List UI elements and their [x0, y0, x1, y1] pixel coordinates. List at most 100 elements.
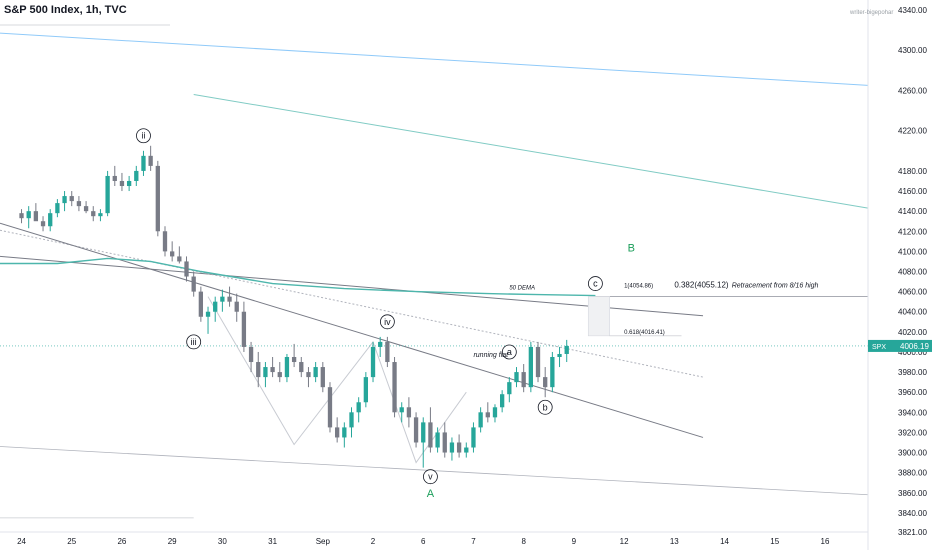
candle-body [335, 427, 340, 438]
x-tick-label: 30 [218, 537, 227, 546]
candle-body [514, 372, 519, 383]
candle-body [485, 412, 490, 418]
candle-body [256, 362, 261, 378]
candle-body [327, 387, 333, 428]
candle-body [126, 180, 132, 187]
candle-body [291, 356, 297, 363]
candle-body [435, 432, 440, 448]
x-tick-label: 6 [421, 537, 426, 546]
candle-body [155, 165, 160, 232]
candle-body [406, 407, 412, 418]
wave-a-label: a [507, 347, 512, 357]
candle-body [91, 211, 96, 217]
wave-c-label-circle [588, 276, 603, 291]
y-tick-label: 4220.00 [898, 127, 927, 136]
candle-body [413, 417, 419, 443]
y-tick-label: 3840.00 [898, 509, 927, 518]
candle-body [220, 296, 225, 302]
candle-body [456, 442, 462, 453]
wave-B-label: B [628, 242, 635, 254]
symbol-badge: SPX [872, 344, 886, 351]
wave-ii-label-circle [136, 128, 151, 144]
candle-body [170, 251, 175, 257]
x-tick-label: 25 [67, 537, 76, 546]
candle-body [148, 155, 153, 166]
candle-body [112, 175, 117, 181]
candle-body [48, 213, 53, 227]
y-tick-label: 4100.00 [898, 247, 927, 256]
candle-body [528, 346, 533, 388]
dema-curve [0, 257, 596, 297]
candle-body [62, 196, 67, 204]
fib-0382-label: 0.382(4055.12) [674, 281, 729, 290]
candle-body [40, 221, 46, 227]
dema-label: 50 DEMA [509, 286, 535, 292]
y-tick-label: 3821.00 [898, 528, 927, 537]
y-tick-label: 4060.00 [898, 288, 927, 297]
y-tick-label: 4000.00 [898, 348, 927, 357]
candle-body [492, 407, 498, 418]
wave-zigzag [207, 296, 467, 464]
fib-1-label: 1(4054.86) [624, 284, 653, 290]
y-tick-label: 3960.00 [898, 388, 927, 397]
candle-body [284, 356, 290, 378]
candle-body [478, 412, 483, 428]
candle-body [349, 412, 354, 428]
y-tick-label: 4160.00 [898, 187, 927, 196]
wave-v-label-circle [423, 469, 438, 485]
candle-body [98, 213, 103, 217]
candle-body [299, 362, 304, 373]
y-tick-label: 4140.00 [898, 207, 927, 216]
fan-line-middle [193, 93, 869, 209]
candle-body [105, 175, 110, 214]
candle-body [19, 213, 24, 219]
candle-body [306, 372, 311, 378]
y-tick-label: 3880.00 [898, 469, 927, 478]
wave-a-label-circle [501, 344, 517, 360]
candle-body [428, 422, 433, 448]
candle-body [227, 296, 232, 302]
candle-body [141, 155, 146, 171]
candle-body [119, 180, 125, 187]
fib-zone [587, 296, 611, 337]
x-tick-label: 2 [371, 537, 376, 546]
price-badge-bg [868, 339, 932, 352]
fan-line-upper [0, 32, 869, 86]
y-tick-label: 4080.00 [898, 268, 927, 277]
x-tick-label: 14 [720, 537, 729, 546]
candle-body [270, 367, 275, 373]
candle-body [392, 362, 397, 413]
candle-body [83, 206, 89, 212]
x-tick-label: 31 [268, 537, 277, 546]
x-tick-label: 13 [670, 537, 679, 546]
candle-body [263, 367, 268, 378]
wave-c-label: c [593, 279, 598, 289]
candle-body [550, 356, 555, 388]
watermark: writer-bigepohar [850, 10, 894, 16]
y-tick-label: 4020.00 [898, 328, 927, 337]
candle-body [76, 201, 82, 207]
candle-body [69, 196, 74, 202]
candle-body [313, 367, 318, 378]
candle-body [234, 301, 239, 312]
candle-body [213, 301, 218, 312]
candle-body [421, 422, 426, 443]
x-tick-label: Sep [316, 537, 331, 546]
candle-body [399, 407, 404, 413]
candle-body [521, 372, 526, 388]
y-tick-label: 3900.00 [898, 449, 927, 458]
wave-v-label: v [428, 472, 433, 482]
candle-body [248, 346, 254, 363]
fib-0618-label: 0.618(4016.41) [624, 330, 665, 336]
y-tick-label: 3860.00 [898, 489, 927, 498]
x-tick-label: 9 [572, 537, 577, 546]
candle-body [134, 170, 139, 181]
wave-iii-label: iii [191, 337, 197, 347]
y-tick-label: 4340.00 [898, 6, 927, 15]
candle-body [320, 367, 325, 388]
candle-body [564, 345, 569, 354]
wave-b-label: b [543, 402, 548, 412]
x-tick-label: 26 [117, 537, 126, 546]
